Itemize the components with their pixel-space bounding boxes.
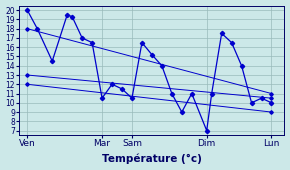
X-axis label: Température (°c): Température (°c) [102, 154, 202, 164]
